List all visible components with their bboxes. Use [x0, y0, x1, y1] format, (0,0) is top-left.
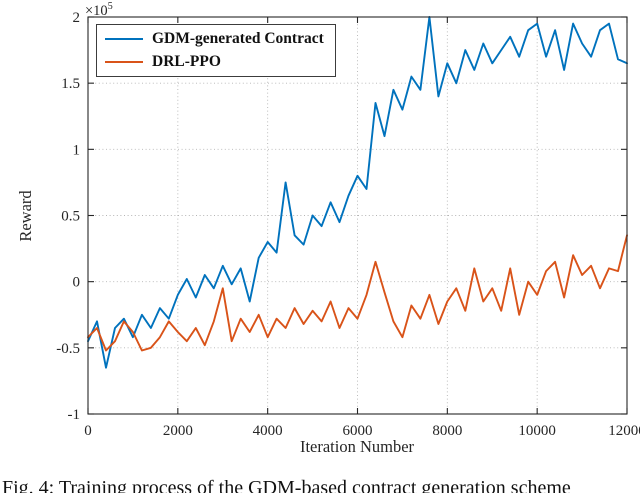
x-tick-label: 12000 [608, 423, 640, 439]
reward-chart-canvas: Iteration Number Reward 0 2000 4000 6000 800… [16, 10, 640, 456]
legend-item-gdm: GDM-generated Contract [105, 30, 324, 48]
y-tick-label: 1 [73, 142, 81, 158]
y-axis-exponent-label: ×105 [85, 1, 113, 20]
legend-label: DRL-PPO [152, 53, 221, 70]
series-line-0 [87, 16, 628, 369]
figure-caption: Fig. 4: Training process of the GDM-base… [2, 477, 571, 493]
x-tick-label: 2000 [163, 423, 193, 439]
x-tick-label: 10000 [518, 423, 556, 439]
y-axis-label: Reward [16, 190, 35, 242]
y-tick-label: -1 [68, 407, 81, 423]
series-line-1 [87, 234, 628, 352]
legend-line-sample [105, 61, 143, 63]
legend-line-sample [105, 38, 143, 40]
legend-label: GDM-generated Contract [152, 30, 324, 47]
legend-item-ppo: DRL-PPO [105, 53, 324, 71]
x-tick-label: 0 [84, 423, 92, 439]
y-tick-label: 0 [73, 275, 81, 291]
x-tick-label: 8000 [432, 423, 462, 439]
exponent-power: 5 [107, 1, 113, 12]
x-axis-label: Iteration Number [300, 437, 415, 456]
y-tick-label: -0.5 [56, 341, 80, 357]
y-tick-label: 2 [73, 10, 81, 26]
y-tick-label: 1.5 [61, 76, 80, 92]
y-tick-label: 0.5 [61, 209, 80, 225]
legend: GDM-generated Contract DRL-PPO [96, 24, 336, 77]
x-tick-label: 4000 [253, 423, 283, 439]
exponent-base: ×10 [85, 2, 108, 19]
x-tick-label: 6000 [343, 423, 373, 439]
